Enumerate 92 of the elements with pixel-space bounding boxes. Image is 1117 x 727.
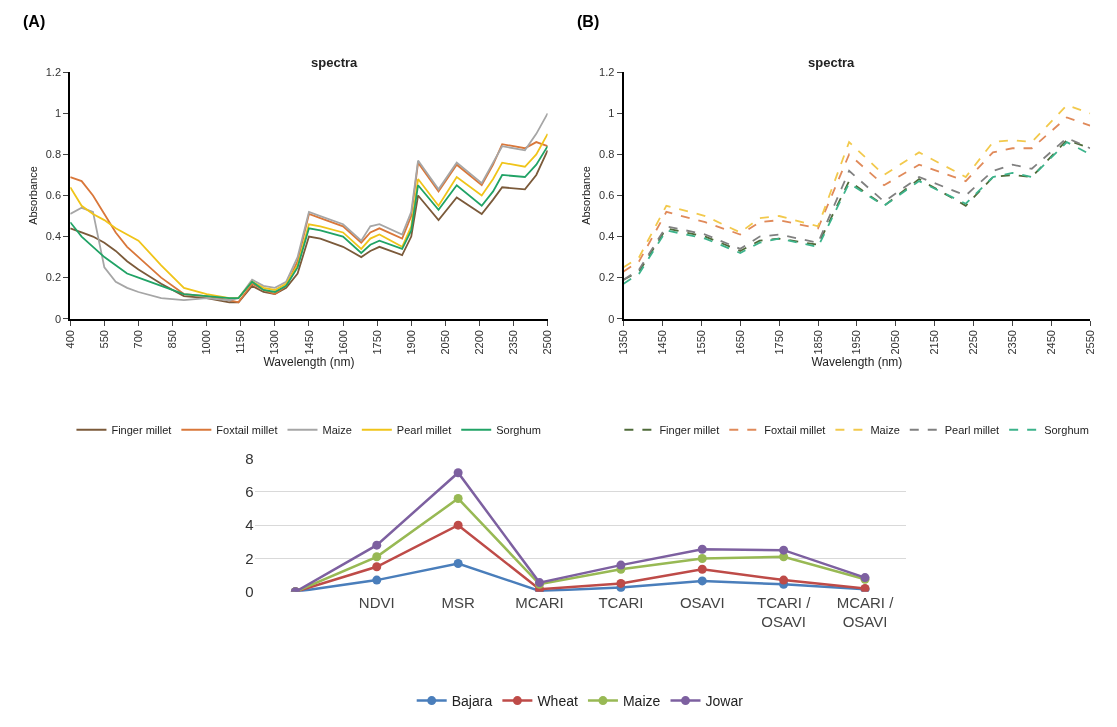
- x-tick-label: 2200: [473, 330, 486, 355]
- y-tick-label: 0: [245, 583, 254, 601]
- x-axis-title: Wavelength (nm): [811, 354, 903, 369]
- legend-label: Foxtail millet: [216, 424, 278, 437]
- x-tick-label: 2350: [1005, 330, 1018, 355]
- x-tick-label: 1450: [302, 330, 315, 355]
- x-tick-label: 1600: [336, 330, 349, 355]
- x-tick-label: 1150: [234, 330, 247, 354]
- y-tick-label: 8: [245, 449, 254, 467]
- point: [453, 520, 463, 530]
- x-tick-label: 400: [63, 330, 76, 349]
- x-axis-title: Wavelength (nm): [263, 354, 355, 369]
- legend-label: Pearl millet: [944, 424, 1000, 437]
- x-tick-label: 850: [166, 330, 179, 349]
- x-tick-label: OSAVI: [679, 593, 725, 611]
- y-tick-label: 0.8: [599, 148, 615, 161]
- x-tick-label: 1000: [200, 330, 213, 355]
- x-tick-label: 1950: [850, 330, 863, 355]
- point: [453, 494, 463, 504]
- y-tick-label: 0.6: [45, 189, 62, 202]
- point: [372, 540, 382, 550]
- legend-label: Finger millet: [111, 424, 172, 437]
- y-tick-label: 0.4: [45, 230, 62, 243]
- y-tick-label: 1.2: [45, 66, 62, 79]
- x-tick-label: TCARI: [598, 593, 644, 611]
- chart-title: spectra: [808, 55, 856, 70]
- x-tick-label: 1550: [694, 330, 707, 355]
- y-tick-label: 1: [54, 107, 62, 120]
- x-tick-label: NDVI: [358, 593, 395, 611]
- legend-label: Pearl millet: [396, 424, 452, 437]
- x-tick-label: 700: [132, 330, 145, 349]
- x-tick-label: 1300: [268, 330, 281, 355]
- point: [697, 576, 707, 586]
- point: [697, 553, 707, 563]
- x-tick-label: 1750: [772, 330, 785, 355]
- legend-label: Jowar: [705, 693, 744, 710]
- x-tick-label: MCARI: [515, 593, 564, 611]
- y-tick-label: 6: [245, 483, 254, 501]
- chart-title: spectra: [311, 55, 359, 70]
- x-tick-label: MCARI / OSAVI: [836, 593, 895, 631]
- text: (B): [577, 13, 600, 30]
- x-tick-label: 1650: [733, 330, 746, 355]
- y-axis-title: Absorbance: [580, 166, 593, 225]
- x-tick-label: 550: [97, 330, 110, 349]
- x-tick-label: 2250: [967, 330, 980, 355]
- legend-label: Sorghum: [1044, 424, 1089, 437]
- y-tick-label: 0.2: [599, 271, 615, 284]
- point: [453, 468, 463, 478]
- point: [616, 560, 626, 570]
- x-tick-label: TCARI / OSAVI: [756, 593, 812, 631]
- point: [779, 545, 789, 555]
- text: (A): [23, 13, 46, 30]
- point: [372, 562, 382, 572]
- x-tick-label: 2550: [1083, 330, 1096, 355]
- x-tick-label: 1850: [811, 330, 824, 355]
- x-tick-label: 2350: [507, 330, 520, 355]
- x-tick-label: 2050: [438, 330, 451, 355]
- point: [372, 552, 382, 562]
- legend-label: Finger millet: [659, 424, 720, 437]
- point: [697, 544, 707, 554]
- y-tick-label: 0: [54, 312, 62, 325]
- y-axis-title: Absorbance: [26, 166, 39, 225]
- point: [372, 575, 382, 585]
- y-tick-label: 0.4: [599, 230, 615, 243]
- x-tick-label: MSR: [441, 593, 475, 611]
- legend-label: Sorghum: [496, 424, 541, 437]
- legend-label: Maize: [870, 424, 900, 437]
- y-tick-label: 4: [245, 516, 254, 534]
- y-tick-label: 0.2: [45, 271, 62, 284]
- x-tick-label: 1450: [656, 330, 669, 355]
- legend-label: Maize: [322, 424, 352, 437]
- point: [616, 578, 626, 588]
- x-tick-label: 2500: [541, 330, 554, 355]
- y-tick-label: 0: [608, 312, 615, 325]
- x-tick-label: 1750: [370, 330, 383, 355]
- legend-label: Bajara: [451, 693, 493, 710]
- x-tick-label: 2050: [889, 330, 902, 355]
- point: [779, 575, 789, 585]
- y-tick-label: 0.8: [45, 148, 62, 161]
- legend-label: Wheat: [537, 693, 578, 710]
- x-tick-label: 2150: [928, 330, 941, 355]
- legend-label: Foxtail millet: [764, 424, 826, 437]
- point: [453, 558, 463, 568]
- x-tick-label: 1350: [617, 330, 630, 355]
- y-tick-label: 2: [245, 549, 254, 567]
- y-tick-label: 0.6: [599, 189, 615, 202]
- x-tick-label: 1900: [404, 330, 417, 355]
- legend-label: Maize: [622, 693, 661, 710]
- y-tick-label: 1.2: [599, 66, 615, 79]
- x-tick-label: 2450: [1044, 330, 1057, 355]
- y-tick-label: 1: [608, 107, 615, 120]
- point: [697, 564, 707, 574]
